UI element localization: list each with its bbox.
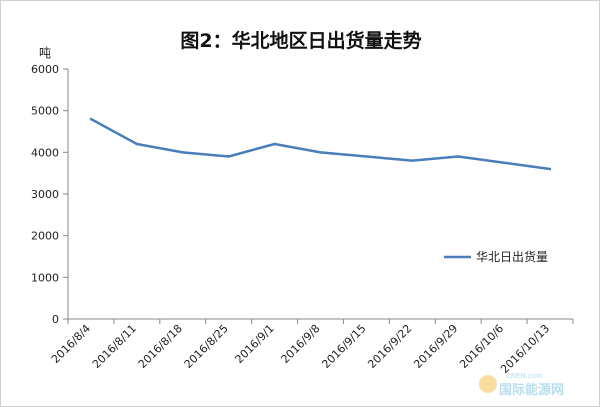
x-tick-label: 2016/9/22 (365, 322, 414, 371)
x-tick-label: 2016/8/18 (136, 322, 185, 371)
x-tick-label: 2016/8/11 (90, 322, 139, 371)
legend: 华北日出货量 (444, 249, 548, 264)
x-tick-label: 2016/10/6 (457, 322, 506, 371)
x-tick-label: 2016/8/25 (182, 322, 231, 371)
data-point (411, 159, 414, 162)
data-point (548, 167, 552, 171)
data-point (319, 151, 322, 154)
data-point (502, 161, 506, 164)
y-tick-label: 5000 (31, 105, 59, 118)
data-point (457, 155, 460, 158)
x-tick-label: 2016/9/1 (233, 322, 277, 366)
x-tick-label: 2016/10/13 (498, 322, 552, 376)
data-point (135, 142, 139, 146)
series-line (90, 117, 551, 171)
legend-label: 华北日出货量 (476, 249, 548, 264)
watermark: CNEN.com 国际能源网 (479, 372, 564, 398)
watermark-domain: CNEN.com (506, 372, 543, 380)
data-point (365, 155, 368, 158)
y-tick-label: 4000 (31, 146, 59, 159)
y-unit-label: 吨 (39, 46, 51, 60)
x-tick-label: 2016/9/29 (411, 322, 460, 371)
watermark-logo-icon (479, 375, 497, 393)
y-tick-label: 3000 (31, 188, 59, 201)
x-tick-label: 2016/9/8 (278, 322, 322, 366)
x-tick-label: 2016/8/4 (49, 322, 93, 366)
y-tick-label: 1000 (31, 271, 59, 284)
y-tick-label: 6000 (31, 63, 59, 76)
data-point (273, 142, 276, 146)
watermark-text: 国际能源网 (499, 382, 564, 398)
data-point (227, 155, 230, 158)
y-tick-label: 2000 (31, 230, 59, 243)
data-point (181, 151, 184, 154)
chart-title: 图2：华北地区日出货量走势 (180, 29, 421, 52)
series-layer (89, 117, 552, 171)
x-tick-label: 2016/9/15 (319, 322, 368, 371)
y-axis-ticks: 0 1000 2000 3000 4000 5000 6000 (31, 63, 68, 326)
data-point (89, 117, 93, 121)
y-tick-label: 0 (52, 313, 59, 326)
